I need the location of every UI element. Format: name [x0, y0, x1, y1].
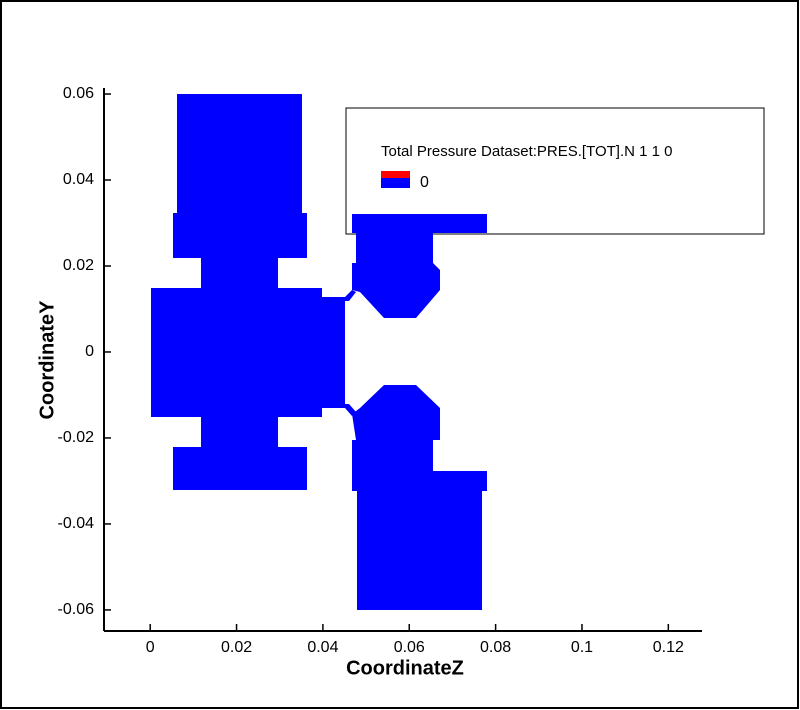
legend-title: Total Pressure Dataset:PRES.[TOT].N 1 1 …	[381, 143, 673, 160]
contour-region	[352, 385, 487, 610]
contour-region	[345, 290, 356, 301]
x-tick-label: 0.12	[653, 639, 684, 656]
legend-box	[345, 107, 765, 235]
contour-region	[345, 404, 356, 416]
y-tick-label: 0.02	[63, 257, 94, 274]
x-tick-label: 0.06	[394, 639, 425, 656]
x-tick-label: 0.02	[221, 639, 252, 656]
legend-swatch	[381, 171, 410, 178]
y-tick-label: -0.06	[58, 601, 95, 618]
legend-swatch	[381, 178, 410, 188]
x-tick-label: 0.1	[571, 639, 593, 656]
x-tick-label: 0	[146, 639, 155, 656]
y-tick-label: -0.02	[58, 429, 95, 446]
x-tick-label: 0.08	[480, 639, 511, 656]
x-tick-label: 0.04	[307, 639, 338, 656]
contour-region	[151, 94, 345, 490]
contour-regions	[151, 94, 487, 610]
y-axis-title: CoordinateY	[36, 300, 58, 420]
x-axis-title: CoordinateZ	[346, 657, 464, 679]
contour-region	[352, 214, 487, 318]
y-tick-label: 0.06	[63, 85, 94, 102]
y-tick-label: -0.04	[58, 515, 95, 532]
legend-label: 0	[420, 174, 429, 191]
y-tick-label: 0.04	[63, 171, 94, 188]
y-tick-label: 0	[85, 343, 94, 360]
